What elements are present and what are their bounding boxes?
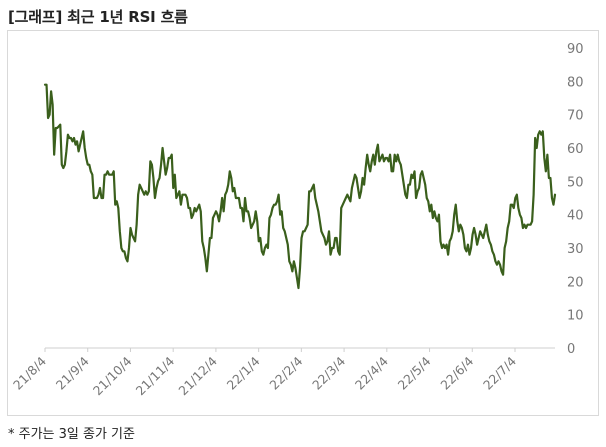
x-tick-label: 22/6/4 — [437, 353, 476, 392]
x-tick-label: 22/3/4 — [309, 353, 348, 392]
y-tick-label: 10 — [567, 309, 584, 324]
x-tick-label: 21/11/4 — [133, 353, 178, 398]
x-tick-label: 21/8/4 — [10, 353, 49, 392]
x-tick-label: 21/9/4 — [53, 353, 92, 392]
y-tick-label: 70 — [567, 109, 584, 124]
chart-frame — [7, 30, 599, 416]
x-tick-label: 22/2/4 — [266, 353, 305, 392]
y-tick-label: 40 — [567, 209, 584, 224]
x-tick-label: 22/5/4 — [395, 353, 434, 392]
rsi-series-line — [43, 83, 557, 290]
x-tick-label: 22/7/4 — [480, 353, 519, 392]
chart-title: [그래프] 최근 1년 RSI 흐름 — [8, 8, 188, 26]
x-tick-label: 22/4/4 — [352, 353, 391, 392]
x-tick-label: 22/1/4 — [224, 353, 263, 392]
y-tick-label: 20 — [567, 275, 584, 290]
y-tick-label: 90 — [567, 42, 584, 57]
y-tick-label: 0 — [567, 342, 575, 357]
x-tick-label: 21/12/4 — [175, 353, 220, 398]
footnote: * 주가는 3일 종가 기준 — [8, 427, 135, 442]
y-tick-label: 60 — [567, 142, 584, 157]
y-tick-label: 80 — [567, 75, 584, 90]
y-tick-label: 30 — [567, 242, 584, 257]
y-tick-label: 50 — [567, 175, 584, 190]
x-tick-label: 21/10/4 — [90, 353, 135, 398]
